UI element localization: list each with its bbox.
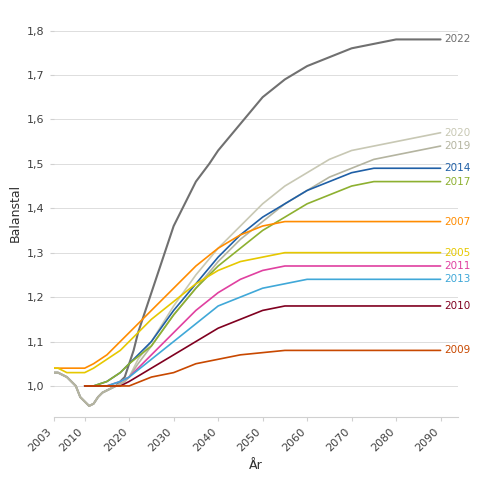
Text: 2020: 2020 bbox=[444, 128, 470, 138]
Text: 2013: 2013 bbox=[444, 275, 470, 284]
Text: 2019: 2019 bbox=[444, 141, 470, 151]
Text: 2011: 2011 bbox=[444, 261, 470, 271]
Text: 2014: 2014 bbox=[444, 163, 470, 173]
Text: 2017: 2017 bbox=[444, 177, 470, 187]
Text: 2010: 2010 bbox=[444, 301, 470, 311]
Y-axis label: Balanstal: Balanstal bbox=[8, 184, 21, 242]
Text: 2022: 2022 bbox=[444, 35, 470, 45]
Text: 2005: 2005 bbox=[444, 248, 470, 258]
Text: 2007: 2007 bbox=[444, 216, 470, 227]
X-axis label: År: År bbox=[249, 459, 263, 472]
Text: 2009: 2009 bbox=[444, 346, 470, 355]
